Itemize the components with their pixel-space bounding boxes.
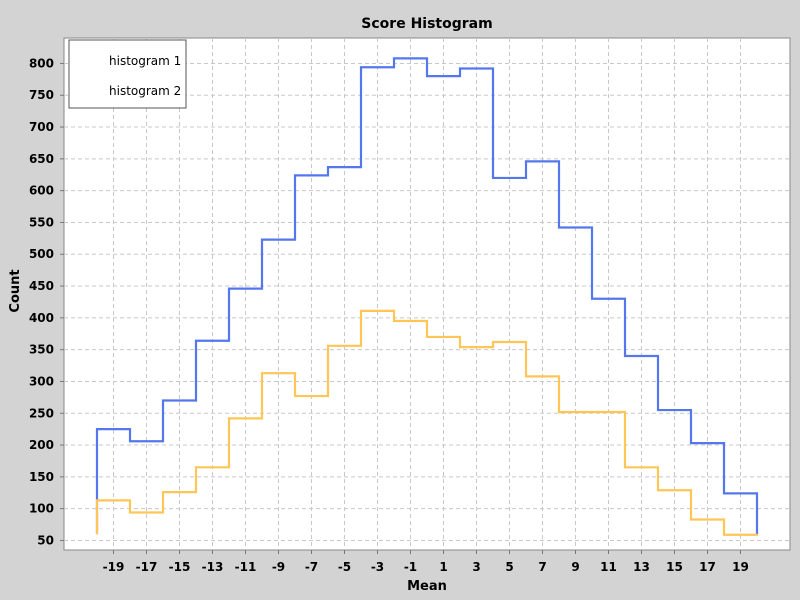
x-tick-label: -5 [338, 560, 351, 574]
x-tick-label: -19 [103, 560, 125, 574]
y-tick-label: 600 [29, 184, 54, 198]
x-tick-label: -15 [169, 560, 191, 574]
y-tick-label: 450 [29, 279, 54, 293]
x-tick-label: 7 [538, 560, 546, 574]
y-tick-label: 650 [29, 152, 54, 166]
y-tick-label: 50 [37, 533, 54, 547]
x-tick-label: 15 [666, 560, 683, 574]
legend-entry-2: histogram 2 [109, 84, 181, 98]
chart-title: Score Histogram [361, 16, 492, 32]
x-tick-label: -11 [235, 560, 257, 574]
x-tick-label: -17 [136, 560, 158, 574]
y-tick-label: 500 [29, 247, 54, 261]
y-tick-label: 100 [29, 502, 54, 516]
y-tick-label: 250 [29, 406, 54, 420]
x-tick-label: 9 [571, 560, 579, 574]
y-axis-label: Count [8, 269, 23, 312]
y-tick-label: 550 [29, 215, 54, 229]
x-tick-label: -1 [404, 560, 417, 574]
y-tick-label: 150 [29, 470, 54, 484]
x-tick-label: 11 [600, 560, 617, 574]
y-tick-label: 400 [29, 311, 54, 325]
x-tick-label: 3 [472, 560, 480, 574]
x-tick-label: -13 [202, 560, 224, 574]
y-tick-label: 200 [29, 438, 54, 452]
y-tick-label: 300 [29, 374, 54, 388]
legend: histogram 1 histogram 2 [68, 39, 187, 109]
series-2-step-line [95, 309, 759, 536]
y-tick-label: 800 [29, 56, 54, 70]
y-tick-label: 350 [29, 343, 54, 357]
x-tick-label: 5 [505, 560, 513, 574]
legend-entry-1: histogram 1 [109, 54, 181, 68]
x-tick-label: -7 [305, 560, 318, 574]
series-layer [95, 57, 759, 536]
x-tick-label: 17 [699, 560, 716, 574]
series-1-step-line [95, 57, 759, 535]
legend-box [68, 39, 187, 109]
x-tick-label: 13 [633, 560, 650, 574]
y-tick-label: 700 [29, 120, 54, 134]
x-tick-label: 1 [439, 560, 447, 574]
x-axis-label: Mean [407, 579, 447, 594]
plot-area [63, 37, 791, 551]
y-tick-label: 750 [29, 88, 54, 102]
x-tick-label: 19 [732, 560, 749, 574]
x-ticks: -19 -17 -15 -13 -11 -9 -7 -5 -3 -1 1 3 5 7 9 11 13 15 17 19 [103, 550, 749, 574]
y-ticks: 50 100 150 200 250 300 350 400 450 500 550 600 650 70… [29, 56, 64, 547]
x-tick-label: -9 [272, 560, 285, 574]
x-tick-label: -3 [371, 560, 384, 574]
